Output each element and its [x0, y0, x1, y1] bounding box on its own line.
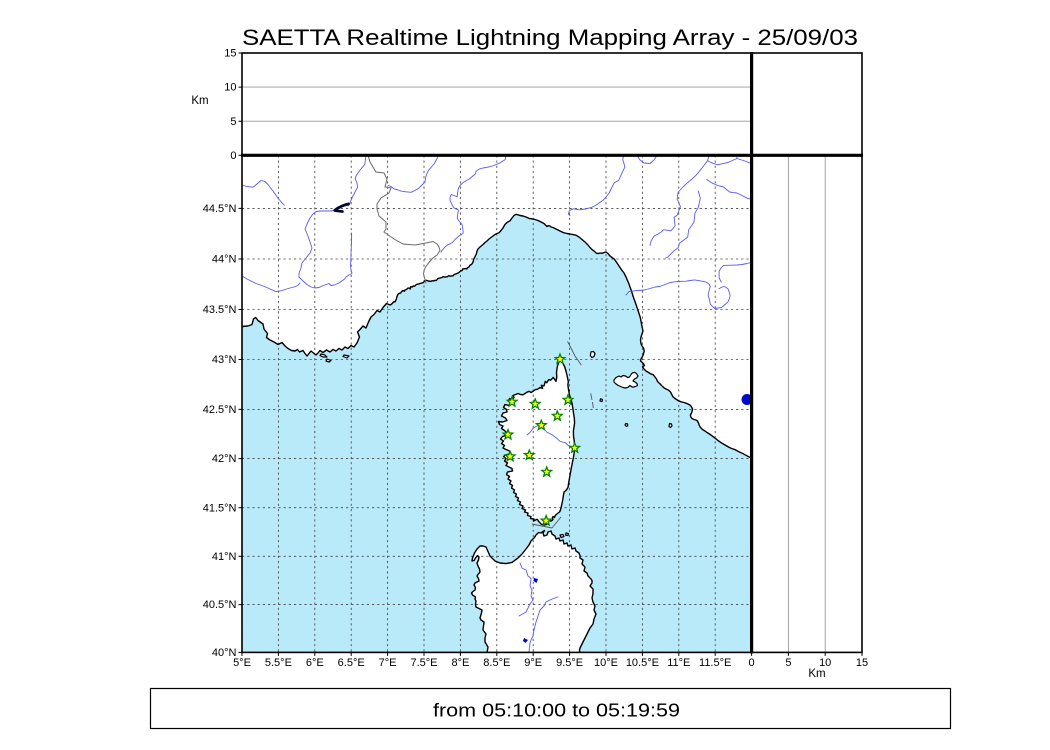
svg-text:43°N: 43°N: [212, 354, 237, 366]
svg-text:Km: Km: [191, 95, 208, 107]
svg-text:Km: Km: [808, 668, 825, 680]
svg-text:SAETTA Realtime Lightning Mapp: SAETTA Realtime Lightning Mapping Array …: [242, 25, 858, 50]
svg-text:8.5°E: 8.5°E: [483, 657, 510, 669]
svg-text:6°E: 6°E: [306, 657, 324, 669]
svg-text:9.5°E: 9.5°E: [556, 657, 583, 669]
svg-text:43.5°N: 43.5°N: [203, 304, 237, 316]
svg-text:9°E: 9°E: [524, 657, 542, 669]
svg-text:5: 5: [230, 116, 236, 128]
svg-text:from 05:10:00 to 05:19:59: from 05:10:00 to 05:19:59: [433, 700, 680, 721]
svg-text:11°E: 11°E: [667, 657, 690, 669]
svg-text:40°N: 40°N: [212, 647, 237, 659]
svg-text:15: 15: [856, 657, 868, 669]
svg-text:42.5°N: 42.5°N: [203, 404, 237, 416]
svg-text:44.5°N: 44.5°N: [203, 203, 237, 215]
svg-text:10.5°E: 10.5°E: [626, 657, 659, 669]
svg-text:7°E: 7°E: [379, 657, 397, 669]
svg-text:41°N: 41°N: [212, 551, 237, 563]
svg-text:40.5°N: 40.5°N: [203, 599, 237, 611]
svg-text:10: 10: [224, 82, 236, 94]
svg-text:8°E: 8°E: [451, 657, 469, 669]
svg-text:5: 5: [785, 657, 791, 669]
svg-text:15: 15: [224, 48, 236, 60]
svg-text:41.5°N: 41.5°N: [203, 502, 237, 514]
svg-text:7.5°E: 7.5°E: [410, 657, 437, 669]
svg-text:5.5°E: 5.5°E: [265, 657, 292, 669]
svg-text:0: 0: [749, 657, 755, 669]
svg-text:0: 0: [230, 150, 236, 162]
svg-text:42°N: 42°N: [212, 453, 237, 465]
svg-text:44°N: 44°N: [212, 254, 237, 266]
svg-text:5°E: 5°E: [233, 657, 251, 669]
svg-text:10: 10: [819, 657, 831, 669]
svg-text:10°E: 10°E: [594, 657, 618, 669]
svg-text:11.5°E: 11.5°E: [699, 657, 731, 669]
svg-text:6.5°E: 6.5°E: [338, 657, 365, 669]
